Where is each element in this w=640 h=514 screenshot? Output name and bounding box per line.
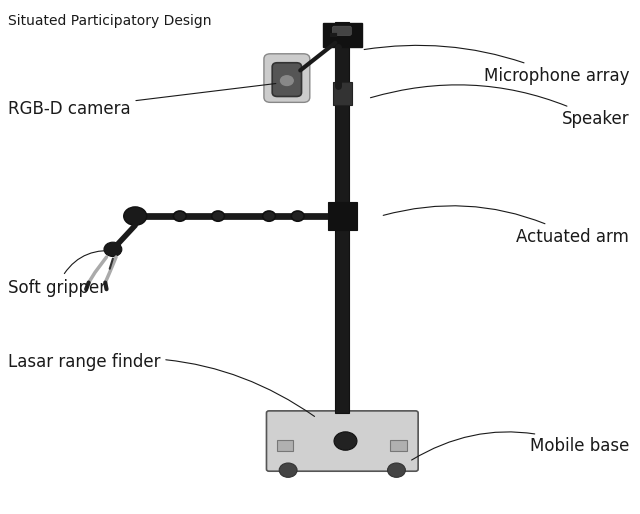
Circle shape — [262, 211, 275, 221]
Text: Situated Participatory Design: Situated Participatory Design — [8, 14, 211, 28]
Circle shape — [124, 207, 147, 225]
FancyBboxPatch shape — [333, 26, 351, 35]
Bar — [328, 202, 356, 230]
Bar — [390, 440, 406, 451]
Text: Mobile base: Mobile base — [412, 432, 629, 460]
Bar — [135, 213, 328, 219]
Bar — [335, 22, 349, 413]
FancyBboxPatch shape — [266, 411, 418, 471]
Text: Microphone array: Microphone array — [364, 45, 629, 84]
Circle shape — [334, 432, 357, 450]
Text: Lasar range finder: Lasar range finder — [8, 353, 314, 416]
Circle shape — [104, 242, 122, 256]
FancyBboxPatch shape — [264, 54, 310, 102]
Circle shape — [173, 211, 186, 221]
Circle shape — [279, 75, 294, 87]
Bar — [323, 23, 362, 47]
Text: Actuated arm: Actuated arm — [383, 206, 629, 246]
Circle shape — [291, 211, 304, 221]
Bar — [333, 82, 352, 105]
Circle shape — [212, 211, 225, 221]
Text: Speaker: Speaker — [371, 85, 629, 128]
Text: RGB-D camera: RGB-D camera — [8, 83, 276, 118]
Circle shape — [279, 463, 297, 478]
Text: Soft gripper: Soft gripper — [8, 250, 120, 297]
Circle shape — [388, 463, 405, 478]
Bar — [276, 440, 293, 451]
FancyBboxPatch shape — [272, 63, 301, 97]
